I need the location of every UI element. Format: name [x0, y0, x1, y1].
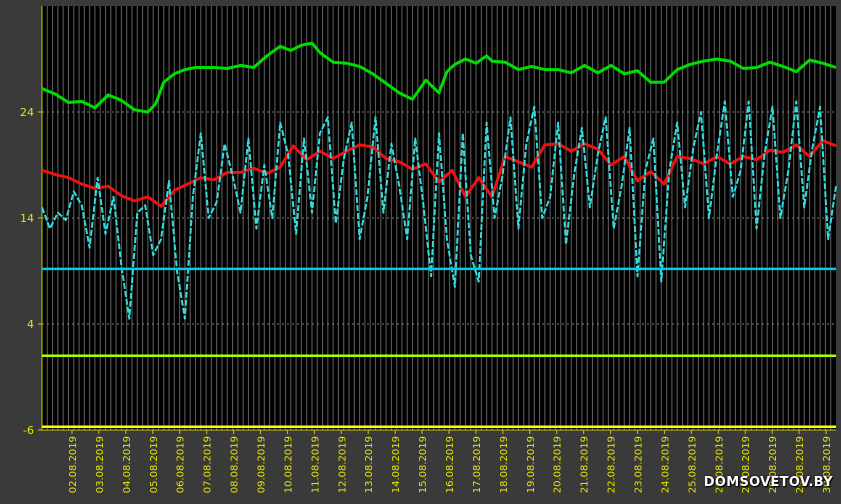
x-tick-label: 14.08.2019 — [391, 436, 402, 493]
watermark-text: DOMSOVETOV.BY — [703, 475, 833, 490]
series-line-1 — [41, 139, 837, 208]
x-tick-label: 12.08.2019 — [337, 436, 348, 493]
x-ticks: 02.08.2019 03.08.2019 04.08.2019 05.08.2019… — [68, 430, 833, 493]
y-tick-label: 4 — [27, 318, 34, 331]
x-tick-label: 08.08.2019 — [230, 436, 241, 493]
x-tick-label: 30.08.2019 — [822, 436, 833, 493]
x-tick-label: 13.08.2019 — [364, 436, 375, 493]
x-tick-label: 07.08.2019 — [203, 436, 214, 493]
x-tick-label: 24.08.2019 — [660, 436, 671, 493]
x-tick-label: 15.08.2019 — [418, 436, 429, 493]
x-tick-label: 04.08.2019 — [122, 436, 133, 493]
x-tick-label: 27.08.2019 — [741, 436, 752, 493]
x-tick-label: 20.08.2019 — [553, 436, 564, 493]
x-tick-label: 25.08.2019 — [687, 436, 698, 493]
y-tick-label: 24 — [20, 106, 34, 119]
series-line-2 — [41, 100, 837, 320]
x-tick-label: 06.08.2019 — [176, 436, 187, 493]
x-tick-label: 05.08.2019 — [149, 436, 160, 493]
x-tick-label: 03.08.2019 — [95, 436, 106, 493]
x-tick-label: 10.08.2019 — [283, 436, 294, 493]
x-tick-label: 21.08.2019 — [580, 436, 591, 493]
y-tick-label: -6 — [23, 424, 34, 437]
x-tick-label: 19.08.2019 — [526, 436, 537, 493]
x-tick-label: 29.08.2019 — [795, 436, 806, 493]
x-tick-label: 16.08.2019 — [445, 436, 456, 493]
series-line-0 — [41, 41, 837, 114]
series-layer — [41, 41, 837, 429]
x-tick-label: 26.08.2019 — [714, 436, 725, 493]
x-tick-label: 17.08.2019 — [472, 436, 483, 493]
y-tick-label: 14 — [20, 212, 34, 225]
x-tick-label: 02.08.2019 — [68, 436, 79, 493]
x-tick-label: 09.08.2019 — [257, 436, 268, 493]
x-tick-label: 23.08.2019 — [634, 436, 645, 493]
x-tick-label: 22.08.2019 — [607, 436, 618, 493]
x-tick-label: 28.08.2019 — [768, 436, 779, 493]
x-tick-label: 11.08.2019 — [310, 436, 321, 493]
y-ticks: 24 14 4 -6 — [20, 106, 42, 437]
x-tick-label: 18.08.2019 — [499, 436, 510, 493]
